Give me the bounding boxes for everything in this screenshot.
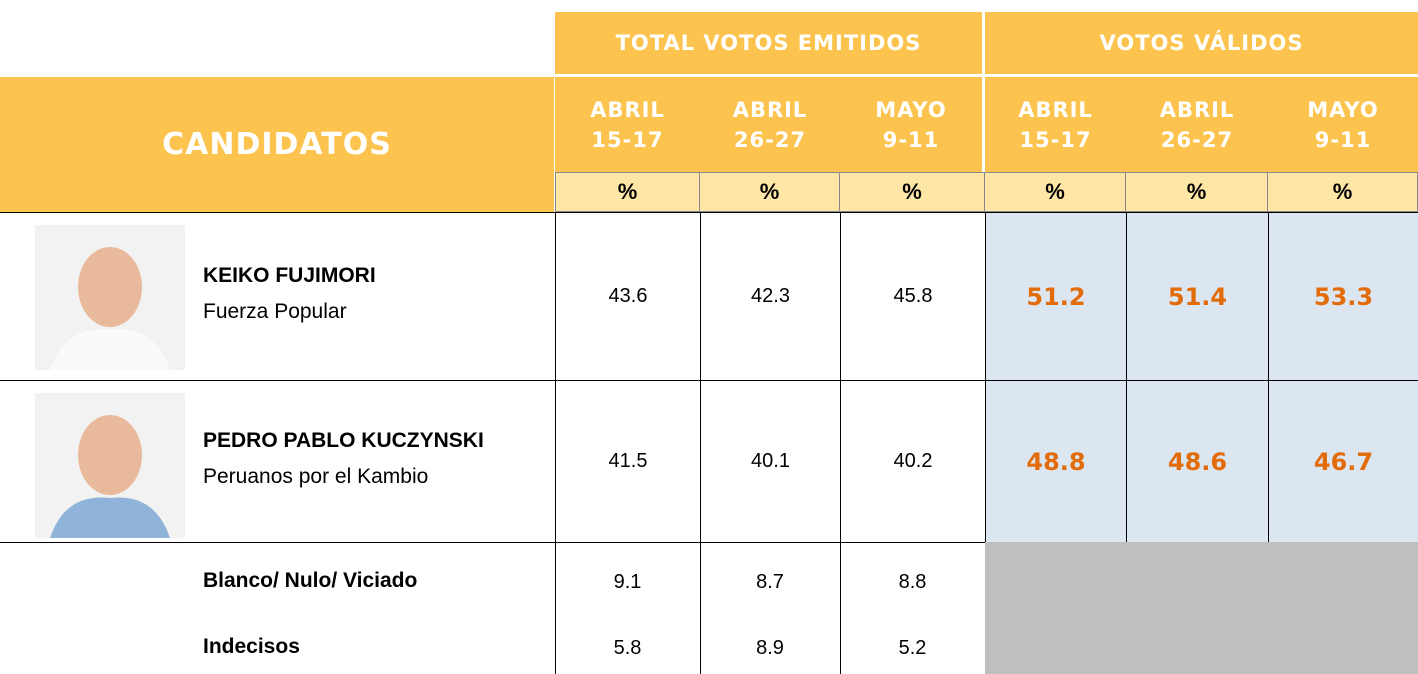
- period-text: MAYO: [875, 95, 946, 125]
- value-cell: 43.6: [555, 212, 701, 381]
- value-cell: 40.1: [700, 380, 841, 543]
- unit-cell: %: [840, 172, 985, 212]
- empty-gray-cell: [985, 542, 1127, 674]
- period-text: ABRIL: [733, 95, 808, 125]
- candidates-header: CANDIDATOS: [0, 74, 555, 212]
- unit-cell: %: [1268, 172, 1418, 212]
- unit-cell: %: [985, 172, 1126, 212]
- valid-value-cell: 51.2: [985, 212, 1127, 381]
- period-text: ABRIL: [1160, 95, 1235, 125]
- column-border: [700, 542, 841, 674]
- period-text: 15-17: [1019, 125, 1091, 155]
- period-text: ABRIL: [1018, 95, 1093, 125]
- photo-art: [35, 225, 185, 370]
- valid-value-cell: 48.8: [985, 380, 1127, 543]
- photo-art: [35, 393, 185, 538]
- period-text: 9-11: [883, 125, 940, 155]
- other-label: Blanco/ Nulo/ Viciado: [203, 569, 417, 593]
- column-border: [555, 542, 701, 674]
- unit-cell: %: [555, 172, 700, 212]
- unit-cell: %: [1126, 172, 1268, 212]
- candidate-photo: [35, 393, 185, 538]
- other-label: Indecisos: [203, 635, 300, 659]
- valid-value-cell: 53.3: [1268, 212, 1418, 381]
- period-text: MAYO: [1307, 95, 1378, 125]
- group-header: VOTOS VÁLIDOS: [985, 12, 1418, 74]
- unit-cell: %: [700, 172, 840, 212]
- value-cell: 42.3: [700, 212, 841, 381]
- empty-gray-cell: [1126, 542, 1269, 674]
- candidate-party: Peruanos por el Kambio: [203, 465, 428, 489]
- column-border: [840, 542, 986, 674]
- value-cell: 40.2: [840, 380, 986, 543]
- valid-value-cell: 48.6: [1126, 380, 1269, 543]
- valid-value-cell: 51.4: [1126, 212, 1269, 381]
- valid-value-cell: 46.7: [1268, 380, 1418, 543]
- empty-gray-cell: [1268, 542, 1418, 674]
- group-header: TOTAL VOTOS EMITIDOS: [555, 12, 985, 74]
- candidate-name: PEDRO PABLO KUCZYNSKI: [203, 429, 484, 453]
- candidate-name: KEIKO FUJIMORI: [203, 264, 376, 288]
- period-text: 26-27: [1161, 125, 1233, 155]
- period-text: 26-27: [734, 125, 806, 155]
- value-cell: 41.5: [555, 380, 701, 543]
- period-text: ABRIL: [590, 95, 665, 125]
- period-text: 9-11: [1315, 125, 1372, 155]
- value-cell: 45.8: [840, 212, 986, 381]
- candidate-photo: [35, 225, 185, 370]
- poll-table: TOTAL VOTOS EMITIDOSVOTOS VÁLIDOS CANDIDA…: [0, 0, 1418, 674]
- period-text: 15-17: [591, 125, 663, 155]
- candidate-party: Fuerza Popular: [203, 300, 347, 324]
